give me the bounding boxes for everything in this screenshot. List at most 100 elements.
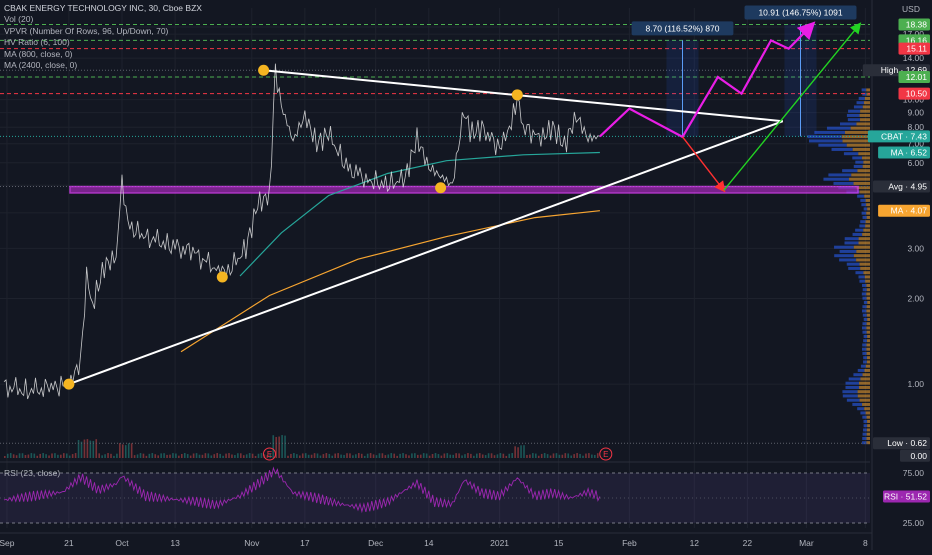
- pivot-marker: [216, 271, 228, 283]
- indicator-ma-800[interactable]: MA (800, close, 0): [4, 48, 73, 59]
- volume-bar: [473, 455, 475, 458]
- profile-bar: [863, 300, 868, 304]
- volume-bar: [242, 455, 245, 458]
- profile-bar: [856, 249, 870, 253]
- price-label-bg: [900, 449, 930, 462]
- profile-bar: [863, 428, 867, 432]
- price-label-bg: [878, 204, 930, 217]
- legend: CBAK ENERGY TECHNOLOGY INC, 30, Cboe BZX…: [4, 3, 202, 71]
- price-label: MA · 4.07: [891, 206, 928, 216]
- volume-bar: [139, 453, 142, 458]
- price-line: [3, 63, 601, 400]
- profile-bar: [866, 356, 870, 360]
- volume-bar: [83, 439, 86, 458]
- profile-bar: [856, 122, 870, 126]
- profile-bar: [839, 122, 857, 126]
- volume-bar: [181, 453, 183, 458]
- volume-bar: [68, 455, 71, 458]
- volume-bar: [36, 455, 39, 458]
- profile-bar: [846, 398, 860, 402]
- volume-bar: [337, 453, 339, 458]
- volume-bar: [523, 445, 525, 458]
- volume-bar: [555, 453, 558, 458]
- measure-tools[interactable]: 8.70 (116.52%) 870 10.91 (146.75%) 1091: [631, 5, 857, 137]
- indicator-volume[interactable]: Vol (20): [4, 14, 34, 25]
- profile-bar: [864, 275, 870, 279]
- profile-bar: [842, 390, 858, 394]
- volume-bar: [151, 453, 154, 458]
- volume-bar: [21, 453, 24, 458]
- price-label: 16.16: [906, 35, 928, 45]
- volume-bar: [116, 453, 118, 458]
- profile-bar: [866, 432, 870, 436]
- rsi-title[interactable]: RSI (23, close): [4, 468, 61, 478]
- volume-bar: [440, 455, 443, 458]
- indicator-hv-ratio[interactable]: HV Ratio (6, 100): [4, 37, 70, 48]
- profile-bar: [863, 207, 868, 211]
- pivot-marker: [511, 89, 523, 101]
- triangle-lower-line: [68, 120, 784, 386]
- volume-bar: [260, 453, 263, 458]
- volume-bar: [310, 454, 313, 458]
- volume-bar: [272, 435, 275, 458]
- profile-bar: [861, 211, 867, 215]
- volume-bar: [487, 453, 490, 458]
- pivot-marker: [258, 64, 270, 76]
- volume-bar: [414, 453, 416, 458]
- profile-bar: [853, 373, 863, 377]
- pivot-points[interactable]: [63, 64, 523, 390]
- measure-label-bg: [744, 5, 857, 20]
- indicator-vpvr[interactable]: VPVR (Number Of Rows, 96, Up/Down, 70): [4, 25, 169, 36]
- volume-bar: [493, 455, 496, 458]
- profile-bar: [864, 194, 870, 198]
- y-tick-label: 6.00: [907, 158, 924, 168]
- volume-bar: [502, 453, 505, 458]
- profile-bar: [862, 343, 867, 347]
- profile-bar: [858, 96, 865, 100]
- projection[interactable]: [599, 21, 862, 193]
- support-zone[interactable]: [69, 185, 859, 194]
- time-axis[interactable]: Sep 21 Oct 13 Nov 17 Dec 14 2021 15 Feb 12 22 Mar 8: [0, 532, 872, 548]
- price-axis[interactable]: USD1.002.003.004.005.006.007.008.009.001…: [862, 0, 932, 550]
- volume-bar: [157, 455, 159, 458]
- volume-bar: [484, 455, 487, 458]
- volume-bar: [419, 454, 422, 458]
- profile-bar: [866, 215, 870, 219]
- profile-bar: [866, 436, 870, 440]
- volume-bar: [122, 444, 124, 458]
- profile-bar: [853, 164, 863, 168]
- volume-bar: [237, 453, 239, 458]
- volume-bar: [257, 453, 260, 458]
- profile-bar: [862, 436, 867, 440]
- volume-bar: [582, 455, 584, 458]
- volume-bar: [478, 453, 481, 458]
- volume-bar: [464, 454, 466, 458]
- measure-label: 8.70 (116.52%) 870: [645, 23, 719, 33]
- volume-bar: [154, 454, 157, 458]
- volume-bar: [579, 453, 581, 458]
- volume-bar: [508, 453, 511, 458]
- price-label: High · 12.69: [881, 65, 928, 75]
- indicator-ma-2400[interactable]: MA (2400, close, 0): [4, 60, 78, 71]
- volume-bar: [51, 453, 53, 458]
- volume-bar: [573, 454, 575, 458]
- volume-bar: [130, 443, 133, 458]
- profile-bar: [853, 181, 870, 185]
- profile-bar: [858, 385, 870, 389]
- volume-bar: [328, 453, 331, 458]
- moving-averages: [180, 151, 600, 353]
- x-tick-label: Feb: [622, 538, 637, 548]
- volume-bar: [54, 453, 56, 458]
- profile-bar: [852, 402, 863, 406]
- profile-bar: [865, 411, 870, 415]
- volume-bar: [322, 454, 325, 458]
- volume-bar: [15, 455, 18, 458]
- profile-bar: [862, 232, 870, 236]
- volume-bar: [198, 454, 201, 458]
- profile-bar: [847, 118, 861, 122]
- volume-bar: [228, 453, 230, 458]
- volume-bar: [172, 453, 174, 458]
